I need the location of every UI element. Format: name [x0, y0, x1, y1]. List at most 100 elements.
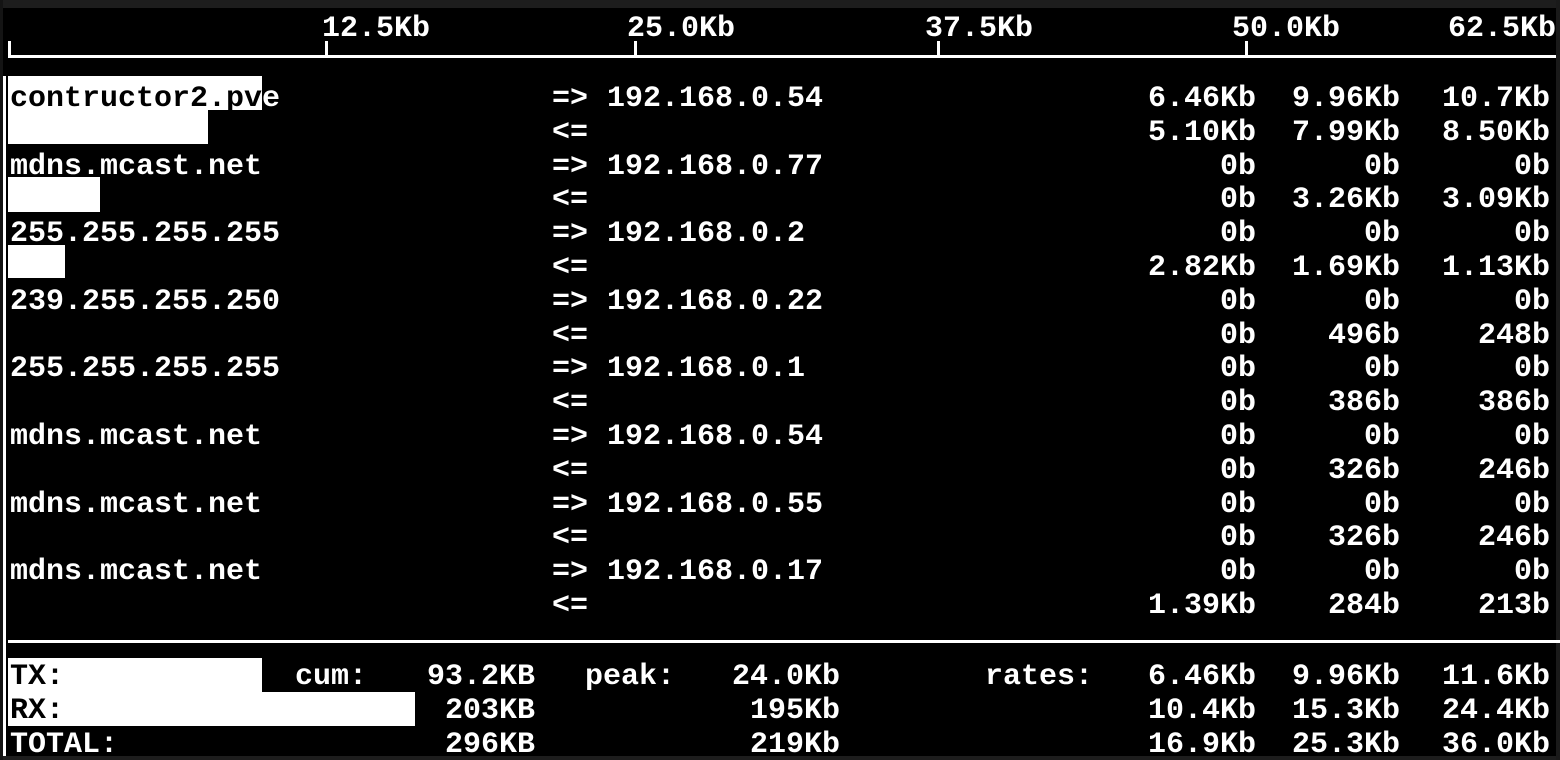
- peak-value: 24.0Kb: [731, 660, 840, 694]
- rate-2s: 6.46Kb: [1147, 660, 1256, 694]
- redaction-block: [8, 245, 65, 278]
- peak-value: 219Kb: [749, 728, 840, 760]
- rates-label: rates:: [985, 660, 1094, 694]
- rate-10s: 386b: [1327, 386, 1400, 420]
- rate-10s: 284b: [1327, 589, 1400, 623]
- rate-40s: 3.09Kb: [1441, 183, 1550, 217]
- direction-arrow: =>: [552, 420, 589, 454]
- rate-2s: 0b: [1219, 521, 1256, 555]
- host-name: 239.255.255.250: [10, 285, 281, 319]
- window-edge-top: [0, 0, 1560, 8]
- host-cell: mdns.mcast.net: [10, 420, 262, 454]
- scale-label: 62.5Kb: [1448, 12, 1557, 46]
- rate-10s: 0b: [1363, 352, 1400, 386]
- host-cell: 255.255.255.255: [10, 217, 280, 251]
- rate-10s: 0b: [1363, 420, 1400, 454]
- rate-10s: 326b: [1327, 454, 1400, 488]
- rate-40s: 0b: [1513, 352, 1550, 386]
- rate-2s: 0b: [1219, 420, 1256, 454]
- remote-ip: 192.168.0.77: [607, 150, 824, 184]
- host-cell: contructor2.pve: [10, 82, 280, 116]
- peak-label: peak:: [585, 660, 676, 694]
- rate-2s: 0b: [1219, 454, 1256, 488]
- rate-2s: 0b: [1219, 352, 1256, 386]
- rate-2s: 0b: [1219, 285, 1256, 319]
- scale-tick: [1245, 41, 1248, 56]
- rate-2s: 5.10Kb: [1147, 116, 1256, 150]
- rate-40s: 36.0Kb: [1441, 728, 1550, 760]
- direction-arrow: =>: [552, 82, 589, 116]
- summary-label: TOTAL:: [10, 728, 119, 760]
- rate-2s: 0b: [1219, 319, 1256, 353]
- host-name: mdns.mcast.net: [10, 420, 263, 454]
- rate-10s: 1.69Kb: [1291, 251, 1400, 285]
- cumulative-value: 296KB: [444, 728, 535, 760]
- rate-40s: 8.50Kb: [1441, 116, 1550, 150]
- summary-separator-line: [8, 640, 1560, 643]
- connection-row: mdns.mcast.net => 192.168.0.55 0b 0b 0b: [0, 488, 1560, 522]
- direction-arrow: =>: [552, 555, 589, 589]
- cumulative-value: 203KB: [444, 694, 535, 728]
- rate-2s: 10.4Kb: [1147, 694, 1256, 728]
- rate-2s: 0b: [1219, 386, 1256, 420]
- rate-10s: 7.99Kb: [1291, 116, 1400, 150]
- connection-row: <= 0b 326b 246b: [0, 454, 1560, 488]
- rate-10s: 15.3Kb: [1291, 694, 1400, 728]
- direction-arrow: =>: [552, 150, 589, 184]
- host-cell: mdns.mcast.net: [10, 150, 262, 184]
- direction-arrow: <=: [552, 116, 589, 150]
- direction-arrow: <=: [552, 589, 589, 623]
- rate-40s: 0b: [1513, 217, 1550, 251]
- summary-row: TX: cum: peak: rates: 93.2KB 24.0Kb 6.46Kb 9.96…: [0, 660, 1560, 694]
- redaction-block: [8, 110, 208, 144]
- host-cell: mdns.mcast.net: [10, 488, 262, 522]
- rate-10s: 9.96Kb: [1291, 82, 1400, 116]
- host-name: mdns.mcast.net: [10, 488, 263, 522]
- rate-2s: 0b: [1219, 150, 1256, 184]
- rate-40s: 213b: [1477, 589, 1550, 623]
- connection-row: <= 0b 496b 248b: [0, 319, 1560, 353]
- redaction-block: [8, 177, 100, 212]
- host-name-suffix: e: [262, 82, 281, 116]
- direction-arrow: <=: [552, 454, 589, 488]
- window-edge-right: [1556, 0, 1560, 760]
- redaction-block: [8, 76, 262, 110]
- rate-2s: 1.39Kb: [1147, 589, 1256, 623]
- host-name: mdns.mcast.net: [10, 555, 263, 589]
- host-name: 255.255.255.255: [10, 217, 281, 251]
- host-name: mdns.mcast.net: [10, 150, 263, 184]
- connection-row: <= 2.82Kb 1.69Kb 1.13Kb: [0, 251, 1560, 285]
- remote-ip: 192.168.0.17: [607, 555, 824, 589]
- rate-2s: 16.9Kb: [1147, 728, 1256, 760]
- rate-40s: 0b: [1513, 285, 1550, 319]
- rate-10s: 9.96Kb: [1291, 660, 1400, 694]
- scale-label: 25.0Kb: [627, 12, 736, 46]
- connection-row: 239.255.255.250 => 192.168.0.22 0b 0b 0b: [0, 285, 1560, 319]
- rate-2s: 6.46Kb: [1147, 82, 1256, 116]
- scale-label: 50.0Kb: [1232, 12, 1341, 46]
- connection-row: mdns.mcast.net => 192.168.0.54 0b 0b 0b: [0, 420, 1560, 454]
- scale-label: 37.5Kb: [925, 12, 1034, 46]
- rate-40s: 11.6Kb: [1441, 660, 1550, 694]
- host-cell: 239.255.255.250: [10, 285, 280, 319]
- rate-40s: 10.7Kb: [1441, 82, 1550, 116]
- rate-2s: 0b: [1219, 217, 1256, 251]
- rate-40s: 1.13Kb: [1441, 251, 1550, 285]
- rate-2s: 0b: [1219, 488, 1256, 522]
- redaction-block: [8, 658, 262, 692]
- remote-ip: 192.168.0.54: [607, 420, 824, 454]
- connection-row: <= 5.10Kb 7.99Kb 8.50Kb: [0, 116, 1560, 150]
- rate-40s: 246b: [1477, 454, 1550, 488]
- connection-row: 255.255.255.255 => 192.168.0.1 0b 0b 0b: [0, 352, 1560, 386]
- remote-ip: 192.168.0.55: [607, 488, 824, 522]
- summary-row: RX: 203KB 195Kb 10.4Kb 15.3Kb 24.4Kb: [0, 694, 1560, 728]
- window-edge-bottom: [0, 756, 1560, 760]
- rate-40s: 0b: [1513, 150, 1550, 184]
- host-name-redacted-part: contructor2.pv: [10, 82, 263, 116]
- scale-axis-line: [8, 55, 1556, 58]
- direction-arrow: =>: [552, 352, 589, 386]
- host-cell: 255.255.255.255: [10, 352, 280, 386]
- rate-40s: 386b: [1477, 386, 1550, 420]
- cumulative-value: 93.2KB: [426, 660, 535, 694]
